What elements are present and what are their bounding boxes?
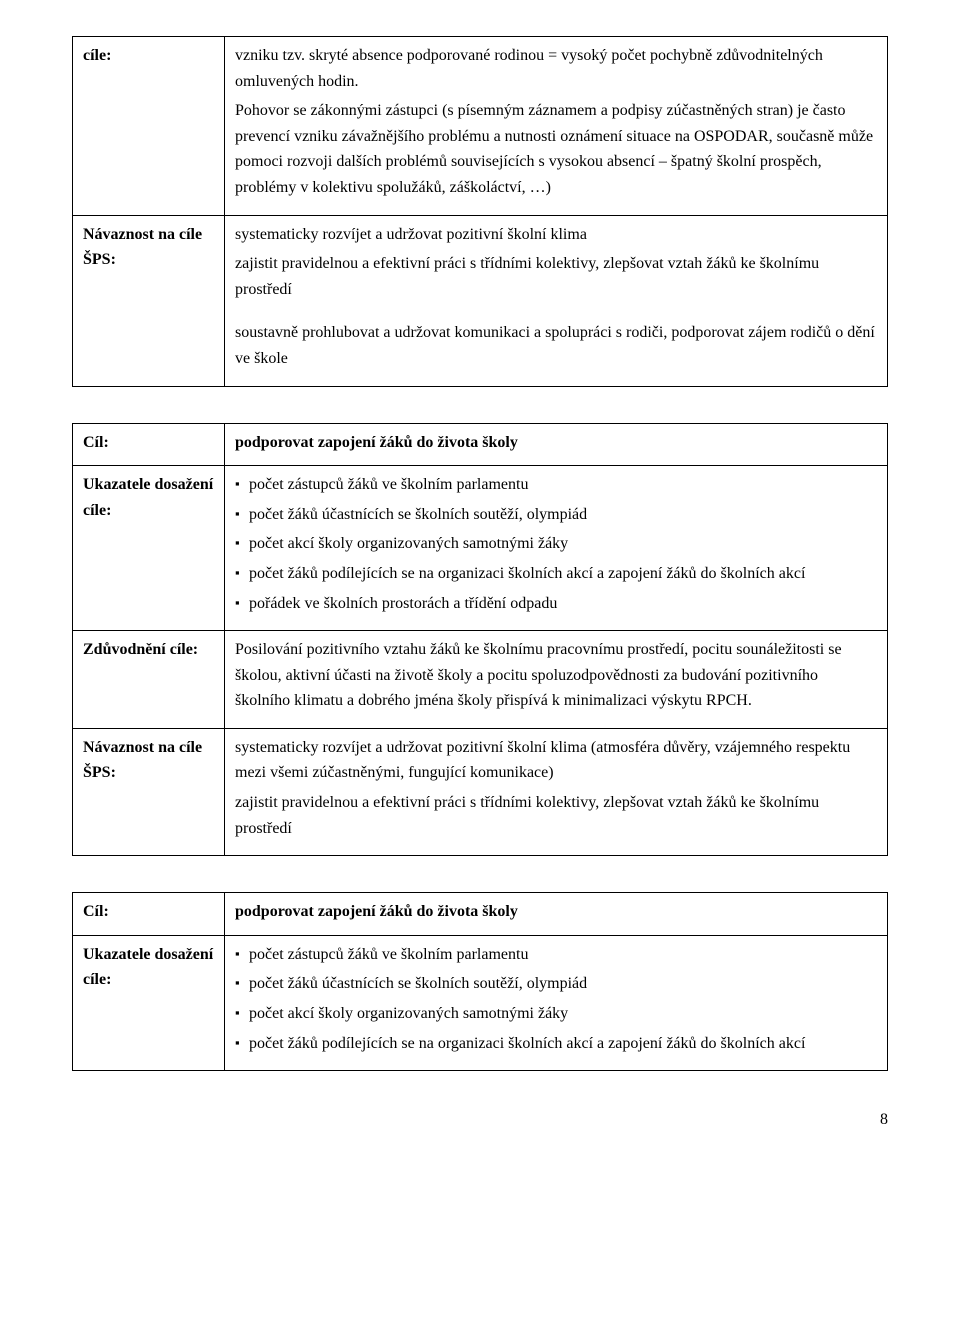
s3r2-content: počet zástupců žáků ve školním parlament… [225,935,888,1070]
list-item: počet žáků účastnících se školních soutě… [235,502,877,528]
s1r2-p2: zajistit pravidelnou a efektivní práci s… [235,251,877,302]
s2r4-p1: systematicky rozvíjet a udržovat pozitiv… [235,735,877,786]
s1r1-content: vzniku tzv. skryté absence podporované r… [225,37,888,216]
s3r2-label: Ukazatele dosažení cíle: [73,935,225,1070]
s2r1-content: podporovat zapojení žáků do života školy [225,423,888,466]
list-item: počet žáků podílejících se na organizaci… [235,561,877,587]
s2r2-content: počet zástupců žáků ve školním parlament… [225,466,888,631]
s3r1-content: podporovat zapojení žáků do života školy [225,893,888,936]
s3r1-label: Cíl: [73,893,225,936]
s1r1-p1: vzniku tzv. skryté absence podporované r… [235,43,877,94]
list-item: počet akcí školy organizovaných samotným… [235,1001,877,1027]
list-item: počet žáků účastnících se školních soutě… [235,971,877,997]
s2r1-label: Cíl: [73,423,225,466]
s2r4-label: Návaznost na cíle ŠPS: [73,728,225,855]
section-2-table: Cíl: podporovat zapojení žáků do života … [72,423,888,857]
s1r2-content: systematicky rozvíjet a udržovat pozitiv… [225,215,888,386]
section-3-table: Cíl: podporovat zapojení žáků do života … [72,892,888,1071]
s1r2-p1: systematicky rozvíjet a udržovat pozitiv… [235,222,877,248]
list-item: počet žáků podílejících se na organizaci… [235,1031,877,1057]
s3r2-bullets: počet zástupců žáků ve školním parlament… [235,942,877,1056]
s2r3-p1: Posilování pozitivního vztahu žáků ke šk… [235,637,877,714]
s1r1-p2: Pohovor se zákonnými zástupci (s písemný… [235,98,877,200]
s2r2-label: Ukazatele dosažení cíle: [73,466,225,631]
s2r3-content: Posilování pozitivního vztahu žáků ke šk… [225,631,888,729]
s1r1-label: cíle: [73,37,225,216]
s1r2-label: Návaznost na cíle ŠPS: [73,215,225,386]
page-number: 8 [72,1107,888,1133]
s2r2-bullets: počet zástupců žáků ve školním parlament… [235,472,877,616]
s1r2-spacer [235,306,877,320]
s1r2-p3: soustavně prohlubovat a udržovat komunik… [235,320,877,371]
list-item: počet zástupců žáků ve školním parlament… [235,942,877,968]
s2r4-p2: zajistit pravidelnou a efektivní práci s… [235,790,877,841]
list-item: počet akcí školy organizovaných samotným… [235,531,877,557]
list-item: pořádek ve školních prostorách a třídění… [235,591,877,617]
s2r4-content: systematicky rozvíjet a udržovat pozitiv… [225,728,888,855]
section-1-table: cíle: vzniku tzv. skryté absence podporo… [72,36,888,387]
list-item: počet zástupců žáků ve školním parlament… [235,472,877,498]
s2r3-label: Zdůvodnění cíle: [73,631,225,729]
